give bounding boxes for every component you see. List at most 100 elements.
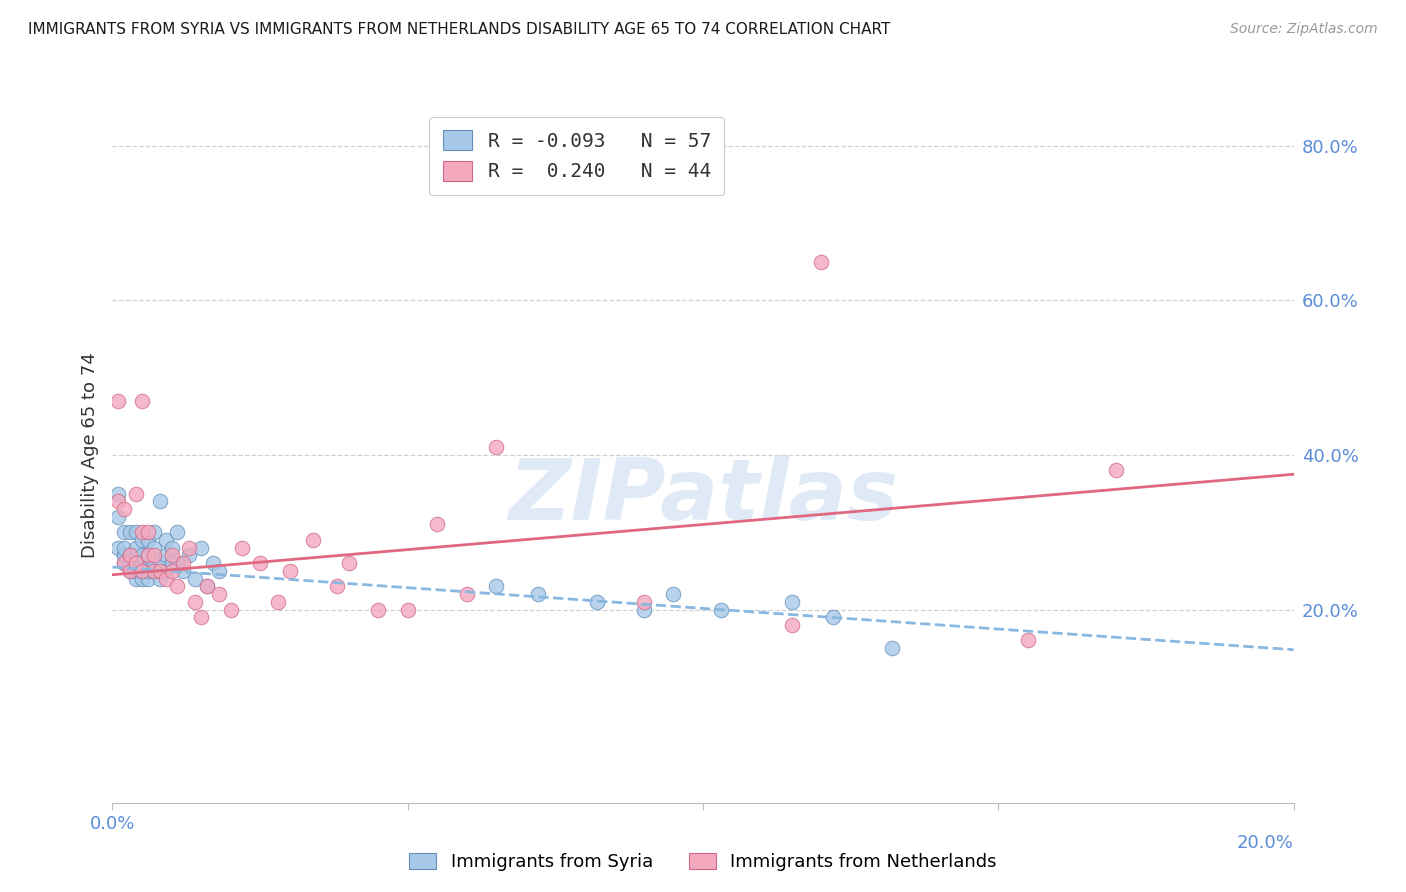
Point bbox=[633, 595, 655, 609]
Point bbox=[337, 556, 360, 570]
Point bbox=[166, 556, 188, 570]
Point bbox=[125, 556, 148, 570]
Text: 20.0%: 20.0% bbox=[1237, 834, 1294, 852]
Point bbox=[456, 587, 478, 601]
Text: Source: ZipAtlas.com: Source: ZipAtlas.com bbox=[1230, 22, 1378, 37]
Point bbox=[107, 541, 129, 555]
Point bbox=[662, 587, 685, 601]
Point bbox=[880, 641, 903, 656]
Point bbox=[125, 486, 148, 500]
Point bbox=[125, 572, 148, 586]
Point bbox=[112, 549, 135, 563]
Point bbox=[131, 393, 153, 408]
Point bbox=[125, 564, 148, 578]
Point bbox=[112, 549, 135, 563]
Point bbox=[142, 556, 165, 570]
Point bbox=[107, 486, 129, 500]
Legend: Immigrants from Syria, Immigrants from Netherlands: Immigrants from Syria, Immigrants from N… bbox=[402, 846, 1004, 879]
Point bbox=[131, 564, 153, 578]
Point bbox=[125, 549, 148, 563]
Text: ZIPatlas: ZIPatlas bbox=[508, 455, 898, 538]
Point bbox=[112, 541, 135, 555]
Point bbox=[155, 564, 177, 578]
Point bbox=[219, 602, 242, 616]
Point bbox=[780, 618, 803, 632]
Point bbox=[585, 595, 607, 609]
Point bbox=[396, 602, 419, 616]
Point bbox=[155, 572, 177, 586]
Point bbox=[125, 525, 148, 540]
Point bbox=[120, 549, 142, 563]
Point bbox=[485, 579, 508, 593]
Point bbox=[120, 525, 142, 540]
Point bbox=[710, 602, 733, 616]
Point bbox=[526, 587, 548, 601]
Point bbox=[201, 556, 224, 570]
Point bbox=[160, 564, 183, 578]
Point bbox=[184, 595, 207, 609]
Point bbox=[131, 564, 153, 578]
Point bbox=[190, 541, 212, 555]
Point bbox=[142, 525, 165, 540]
Point bbox=[166, 579, 188, 593]
Point bbox=[821, 610, 844, 624]
Point bbox=[149, 494, 172, 508]
Point bbox=[131, 549, 153, 563]
Point bbox=[231, 541, 253, 555]
Point bbox=[142, 564, 165, 578]
Point bbox=[160, 556, 183, 570]
Point bbox=[131, 556, 153, 570]
Point bbox=[172, 556, 194, 570]
Point bbox=[160, 541, 183, 555]
Point bbox=[367, 602, 389, 616]
Point bbox=[136, 549, 159, 563]
Point bbox=[155, 549, 177, 563]
Point bbox=[179, 549, 201, 563]
Point bbox=[184, 572, 207, 586]
Point bbox=[112, 556, 135, 570]
Point bbox=[426, 517, 449, 532]
Point bbox=[249, 556, 271, 570]
Point bbox=[107, 494, 129, 508]
Point bbox=[125, 541, 148, 555]
Point bbox=[208, 587, 231, 601]
Y-axis label: Disability Age 65 to 74: Disability Age 65 to 74 bbox=[80, 352, 98, 558]
Point bbox=[120, 564, 142, 578]
Point bbox=[172, 564, 194, 578]
Point bbox=[267, 595, 290, 609]
Point bbox=[125, 556, 148, 570]
Point bbox=[136, 572, 159, 586]
Text: IMMIGRANTS FROM SYRIA VS IMMIGRANTS FROM NETHERLANDS DISABILITY AGE 65 TO 74 COR: IMMIGRANTS FROM SYRIA VS IMMIGRANTS FROM… bbox=[28, 22, 890, 37]
Point bbox=[131, 525, 153, 540]
Point bbox=[179, 541, 201, 555]
Point bbox=[136, 564, 159, 578]
Point bbox=[149, 572, 172, 586]
Point bbox=[810, 254, 832, 268]
Point bbox=[195, 579, 218, 593]
Point bbox=[136, 549, 159, 563]
Point bbox=[166, 525, 188, 540]
Point bbox=[107, 509, 129, 524]
Legend: R = -0.093   N = 57, R =  0.240   N = 44: R = -0.093 N = 57, R = 0.240 N = 44 bbox=[429, 117, 724, 194]
Point bbox=[1017, 633, 1039, 648]
Point bbox=[112, 525, 135, 540]
Point bbox=[112, 502, 135, 516]
Point bbox=[120, 556, 142, 570]
Point bbox=[142, 564, 165, 578]
Point bbox=[633, 602, 655, 616]
Point bbox=[136, 533, 159, 547]
Point bbox=[149, 556, 172, 570]
Point bbox=[149, 564, 172, 578]
Point bbox=[120, 549, 142, 563]
Point bbox=[142, 541, 165, 555]
Point bbox=[1105, 463, 1128, 477]
Point bbox=[485, 440, 508, 454]
Point bbox=[107, 393, 129, 408]
Point bbox=[302, 533, 325, 547]
Point bbox=[780, 595, 803, 609]
Point bbox=[155, 533, 177, 547]
Point bbox=[160, 549, 183, 563]
Point bbox=[208, 564, 231, 578]
Point bbox=[195, 579, 218, 593]
Point bbox=[112, 556, 135, 570]
